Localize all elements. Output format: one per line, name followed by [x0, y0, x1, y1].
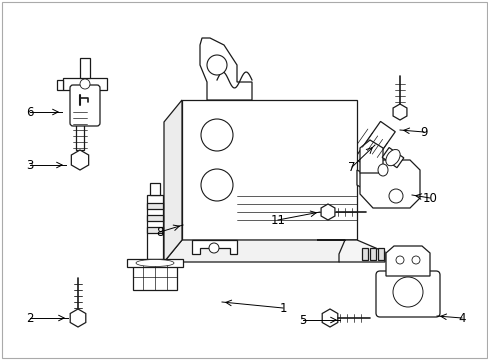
Polygon shape [76, 105, 84, 150]
FancyBboxPatch shape [70, 85, 100, 126]
Circle shape [80, 79, 90, 89]
Text: 10: 10 [422, 192, 437, 204]
Circle shape [392, 277, 422, 307]
Polygon shape [354, 121, 394, 168]
Polygon shape [359, 160, 419, 208]
Circle shape [201, 169, 232, 201]
Text: 5: 5 [299, 314, 306, 327]
Polygon shape [356, 170, 411, 202]
Polygon shape [377, 248, 383, 260]
Polygon shape [80, 58, 90, 78]
Ellipse shape [136, 260, 174, 266]
Polygon shape [369, 248, 375, 260]
Polygon shape [57, 80, 63, 90]
Ellipse shape [377, 164, 387, 176]
Polygon shape [192, 240, 237, 254]
Text: 4: 4 [457, 311, 465, 324]
Polygon shape [361, 248, 367, 260]
Polygon shape [150, 183, 160, 195]
Polygon shape [359, 140, 382, 173]
Polygon shape [163, 100, 182, 262]
Polygon shape [392, 104, 406, 120]
Polygon shape [71, 150, 88, 170]
Text: 9: 9 [419, 126, 427, 139]
Polygon shape [70, 309, 85, 327]
Text: 3: 3 [26, 158, 34, 171]
Text: 8: 8 [156, 225, 163, 239]
Text: 6: 6 [26, 105, 34, 118]
Polygon shape [382, 148, 403, 168]
Polygon shape [133, 265, 177, 290]
Circle shape [206, 55, 226, 75]
Polygon shape [385, 246, 429, 276]
Polygon shape [182, 100, 356, 240]
Ellipse shape [385, 149, 399, 166]
Circle shape [411, 256, 419, 264]
Circle shape [388, 189, 402, 203]
FancyBboxPatch shape [375, 271, 439, 317]
Text: 1: 1 [279, 302, 286, 315]
Polygon shape [63, 78, 107, 90]
Text: 2: 2 [26, 311, 34, 324]
Text: 11: 11 [270, 213, 285, 226]
Polygon shape [321, 204, 334, 220]
Polygon shape [147, 227, 163, 233]
Polygon shape [163, 240, 356, 262]
Circle shape [208, 243, 219, 253]
Polygon shape [127, 259, 183, 267]
Polygon shape [316, 240, 384, 262]
Polygon shape [147, 195, 163, 259]
Circle shape [395, 256, 403, 264]
Text: 7: 7 [347, 161, 355, 174]
Polygon shape [147, 203, 163, 209]
Polygon shape [147, 215, 163, 221]
Polygon shape [322, 309, 337, 327]
Circle shape [201, 119, 232, 151]
Polygon shape [200, 38, 251, 100]
